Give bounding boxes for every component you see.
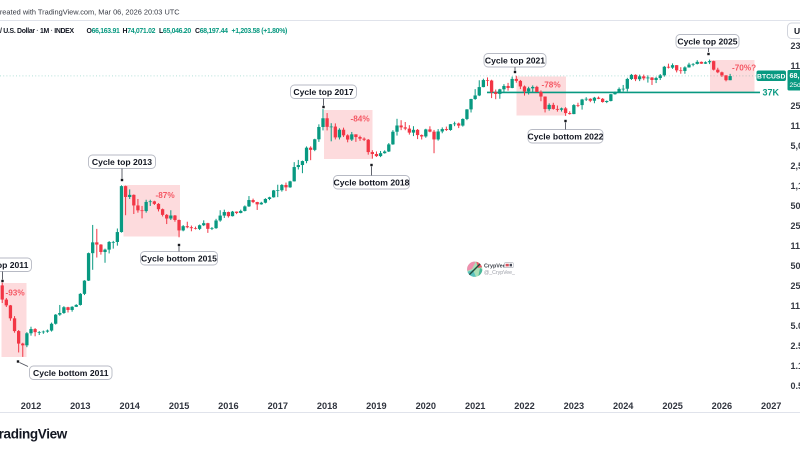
svg-text:@_CrypVee_: @_CrypVee_ xyxy=(484,270,515,276)
svg-text:BTCUSD: BTCUSD xyxy=(757,73,785,80)
svg-text:2015: 2015 xyxy=(169,401,189,411)
svg-text:-78%: -78% xyxy=(542,81,562,90)
svg-text:Cycle top 2021: Cycle top 2021 xyxy=(485,56,545,66)
svg-text:H74,071.02: H74,071.02 xyxy=(123,28,156,35)
svg-text:2.5: 2.5 xyxy=(791,341,800,351)
svg-text:CrypVee: CrypVee xyxy=(484,264,506,270)
svg-text:2,500: 2,500 xyxy=(791,161,800,171)
svg-text:Created with TradingView.com,: Created with TradingView.com, Mar 06, 20… xyxy=(0,8,180,17)
svg-text:Cycle bottom 2018: Cycle bottom 2018 xyxy=(334,177,410,187)
svg-text:68,197.44: 68,197.44 xyxy=(790,71,800,80)
svg-text:37K: 37K xyxy=(763,88,780,98)
svg-text:Cycle top 2017: Cycle top 2017 xyxy=(293,87,353,97)
svg-text:2013: 2013 xyxy=(70,401,90,411)
svg-text:2026: 2026 xyxy=(712,401,732,411)
svg-text:/ U.S. Dollar · 1M · INDEX: / U.S. Dollar · 1M · INDEX xyxy=(0,28,74,35)
svg-text:-93%: -93% xyxy=(6,289,26,298)
svg-text:110,000: 110,000 xyxy=(791,61,800,71)
svg-text:500: 500 xyxy=(791,201,800,211)
svg-text:Cycle bottom 2022: Cycle bottom 2022 xyxy=(528,131,604,141)
svg-text:2023: 2023 xyxy=(564,401,584,411)
svg-text:11: 11 xyxy=(791,301,800,311)
svg-text:11,000: 11,000 xyxy=(791,121,800,131)
svg-text:2019: 2019 xyxy=(366,401,386,411)
svg-text:2021: 2021 xyxy=(465,401,485,411)
svg-text:50: 50 xyxy=(791,261,800,271)
svg-text:Cycle top 2025: Cycle top 2025 xyxy=(677,37,737,47)
svg-text:+1,203.58 (+1.80%): +1,203.58 (+1.80%) xyxy=(232,28,288,35)
svg-text:-84%: -84% xyxy=(351,115,371,124)
svg-text:2024: 2024 xyxy=(613,401,634,411)
svg-text:1,100: 1,100 xyxy=(791,181,800,191)
svg-text:2016: 2016 xyxy=(218,401,238,411)
svg-text:2012: 2012 xyxy=(21,401,41,411)
svg-text:-70%?: -70%? xyxy=(732,64,756,73)
svg-text:C68,197.44: C68,197.44 xyxy=(195,28,228,35)
svg-text:25,000: 25,000 xyxy=(791,101,800,111)
svg-text:L65,046.20: L65,046.20 xyxy=(159,28,191,35)
svg-text:250: 250 xyxy=(791,221,800,231)
svg-text:Cycle top 2011: Cycle top 2011 xyxy=(0,260,29,270)
svg-text:Cycle top 2013: Cycle top 2013 xyxy=(92,157,152,167)
svg-text:USD: USD xyxy=(794,26,800,36)
svg-text:2025: 2025 xyxy=(662,401,682,411)
svg-text:110: 110 xyxy=(791,241,800,251)
svg-text:25d 3h: 25d 3h xyxy=(790,82,800,89)
svg-text:2014: 2014 xyxy=(119,401,140,411)
svg-text:Cycle bottom 2015: Cycle bottom 2015 xyxy=(141,253,217,263)
svg-text:2017: 2017 xyxy=(268,401,288,411)
svg-text:TradingView: TradingView xyxy=(0,427,68,442)
svg-text:-87%: -87% xyxy=(156,191,176,200)
svg-text:Cycle bottom 2011: Cycle bottom 2011 xyxy=(33,368,109,378)
svg-text:0.50: 0.50 xyxy=(791,381,800,391)
svg-text:2022: 2022 xyxy=(514,401,534,411)
svg-text:5.0: 5.0 xyxy=(791,321,800,331)
svg-text:2018: 2018 xyxy=(317,401,337,411)
svg-text:O66,163.91: O66,163.91 xyxy=(87,28,120,35)
svg-text:2027: 2027 xyxy=(761,401,781,411)
svg-text:230,000: 230,000 xyxy=(791,41,800,51)
svg-text:2020: 2020 xyxy=(416,401,436,411)
svg-text:5,000: 5,000 xyxy=(791,141,800,151)
svg-text:25: 25 xyxy=(791,281,800,291)
svg-text:1.1: 1.1 xyxy=(791,361,800,371)
